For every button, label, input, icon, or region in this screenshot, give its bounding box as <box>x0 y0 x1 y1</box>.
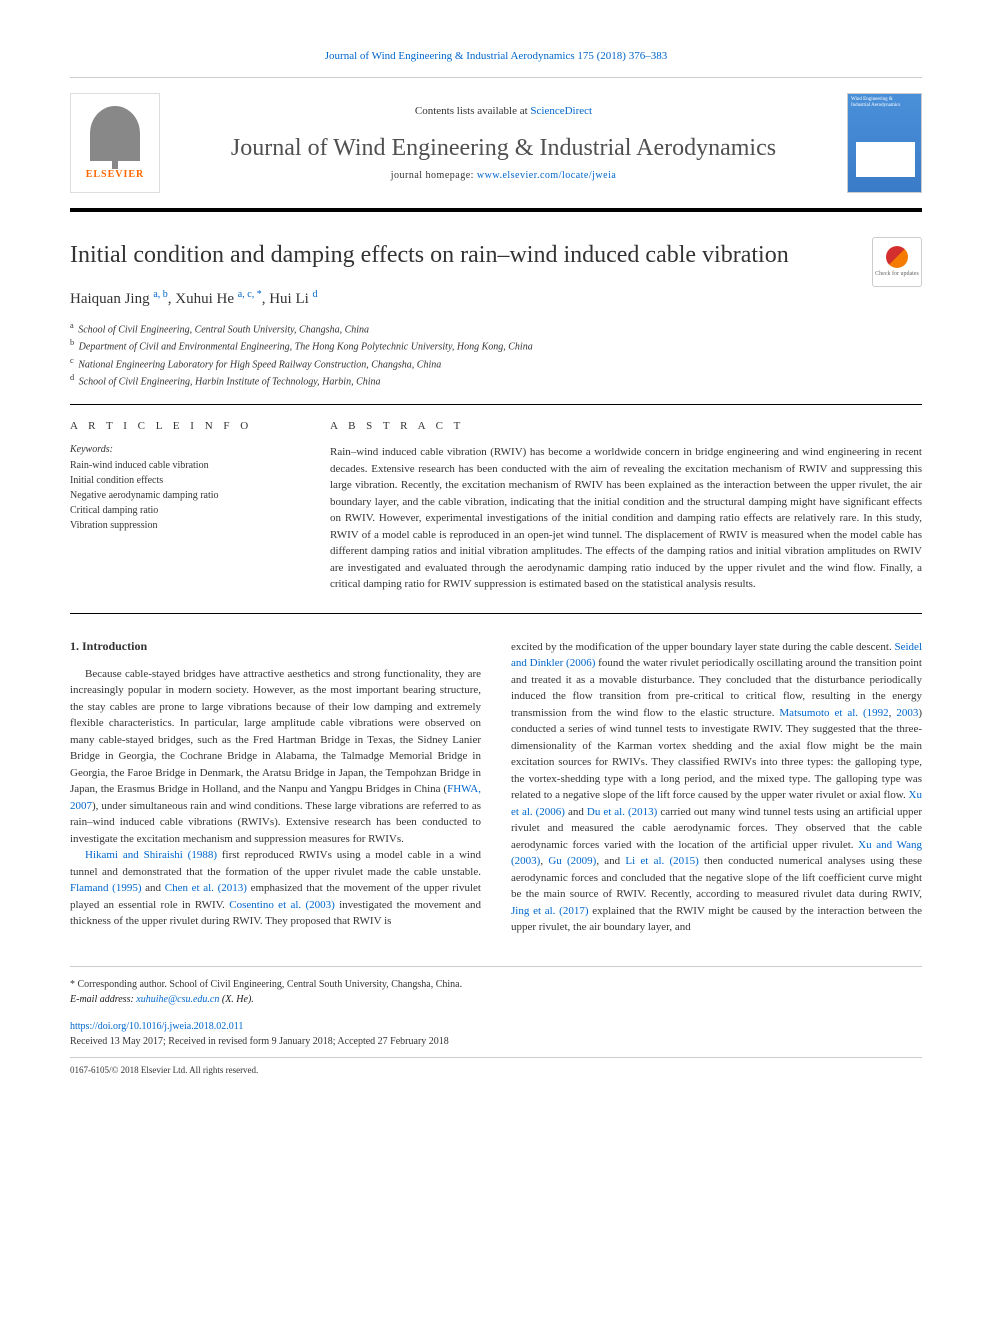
email-suffix: (X. He). <box>219 994 253 1005</box>
ref-cosentino[interactable]: Cosentino et al. (2003) <box>229 899 335 911</box>
cover-title-text: Wind Engineering &Industrial Aerodynamic… <box>848 94 921 111</box>
contents-line: Contents lists available at ScienceDirec… <box>180 105 827 117</box>
affiliation-a: a School of Civil Engineering, Central S… <box>70 320 922 337</box>
ref-matsumoto1[interactable]: Matsumoto et al. (1992 <box>779 707 888 719</box>
running-header: Journal of Wind Engineering & Industrial… <box>70 50 922 62</box>
sciencedirect-link[interactable]: ScienceDirect <box>530 105 592 117</box>
homepage-link[interactable]: www.elsevier.com/locate/jweia <box>477 170 616 181</box>
article-info-heading: A R T I C L E I N F O <box>70 420 300 432</box>
keywords-list: Rain-wind induced cable vibration Initia… <box>70 458 300 533</box>
article-info-column: A R T I C L E I N F O Keywords: Rain-win… <box>70 420 300 593</box>
ref-gu[interactable]: Gu (2009) <box>548 855 596 867</box>
body-column-right: excited by the modification of the upper… <box>511 639 922 936</box>
ref-flamand[interactable]: Flamand (1995) <box>70 882 142 894</box>
ref-jing[interactable]: Jing et al. (2017) <box>511 905 588 917</box>
homepage-line: journal homepage: www.elsevier.com/locat… <box>180 170 827 181</box>
email-line: E-mail address: xuhuihe@csu.edu.cn (X. H… <box>70 992 922 1007</box>
section-title: 1. Introduction <box>70 639 481 654</box>
keyword-4: Critical damping ratio <box>70 503 300 518</box>
cover-image-placeholder <box>856 142 915 177</box>
publisher-logo: ELSEVIER <box>70 93 160 193</box>
updates-label: Check for updates <box>875 271 919 278</box>
divider-2 <box>70 613 922 614</box>
keyword-2: Initial condition effects <box>70 473 300 488</box>
publisher-name: ELSEVIER <box>86 169 145 180</box>
ref-du[interactable]: Du et al. (2013) <box>587 806 657 818</box>
ref-matsumoto2[interactable]: 2003 <box>896 707 918 719</box>
aff-link-a[interactable]: a <box>153 289 157 300</box>
aff-link-b[interactable]: b <box>163 289 168 300</box>
corr-link[interactable]: * <box>257 289 262 300</box>
aff-link-a2[interactable]: a <box>238 289 242 300</box>
footer: * Corresponding author. School of Civil … <box>70 966 922 1078</box>
email-link[interactable]: xuhuihe@csu.edu.cn <box>136 994 219 1005</box>
abstract-heading: A B S T R A C T <box>330 420 922 432</box>
contents-prefix: Contents lists available at <box>415 105 530 117</box>
author-1: Haiquan Jing <box>70 291 150 307</box>
check-updates-badge[interactable]: Check for updates <box>872 237 922 287</box>
affiliations: a School of Civil Engineering, Central S… <box>70 320 922 389</box>
affiliation-d: d School of Civil Engineering, Harbin In… <box>70 372 922 389</box>
body-column-left: 1. Introduction Because cable-stayed bri… <box>70 639 481 936</box>
body-text-right: excited by the modification of the upper… <box>511 639 922 936</box>
aff-link-d[interactable]: d <box>313 289 318 300</box>
affiliation-b: b Department of Civil and Environmental … <box>70 337 922 354</box>
email-label: E-mail address: <box>70 994 136 1005</box>
journal-name: Journal of Wind Engineering & Industrial… <box>180 135 827 162</box>
author-3: Hui Li <box>269 291 309 307</box>
masthead: ELSEVIER Contents lists available at Sci… <box>70 77 922 212</box>
journal-cover-thumbnail: Wind Engineering &Industrial Aerodynamic… <box>847 93 922 193</box>
copyright: 0167-6105/© 2018 Elsevier Ltd. All right… <box>70 1057 922 1078</box>
keywords-label: Keywords: <box>70 444 300 455</box>
body-columns: 1. Introduction Because cable-stayed bri… <box>70 639 922 936</box>
article-title: Initial condition and damping effects on… <box>70 242 922 269</box>
body-text-left: Because cable-stayed bridges have attrac… <box>70 666 481 930</box>
doi-link[interactable]: https://doi.org/10.1016/j.jweia.2018.02.… <box>70 1019 922 1034</box>
corresponding-author: * Corresponding author. School of Civil … <box>70 977 922 992</box>
ref-hikami[interactable]: Hikami and Shiraishi (1988) <box>85 849 217 861</box>
keyword-5: Vibration suppression <box>70 518 300 533</box>
abstract-column: A B S T R A C T Rain–wind induced cable … <box>330 420 922 593</box>
keyword-1: Rain-wind induced cable vibration <box>70 458 300 473</box>
aff-link-c[interactable]: c <box>247 289 251 300</box>
affiliation-c: c National Engineering Laboratory for Hi… <box>70 355 922 372</box>
article-dates: Received 13 May 2017; Received in revise… <box>70 1034 922 1049</box>
keyword-3: Negative aerodynamic damping ratio <box>70 488 300 503</box>
homepage-prefix: journal homepage: <box>391 170 477 181</box>
ref-li[interactable]: Li et al. (2015) <box>625 855 698 867</box>
divider <box>70 404 922 405</box>
ref-chen[interactable]: Chen et al. (2013) <box>165 882 247 894</box>
authors: Haiquan Jing a, b, Xuhui He a, c, *, Hui… <box>70 289 922 308</box>
elsevier-tree-icon <box>90 106 140 161</box>
author-2: Xuhui He <box>175 291 234 307</box>
updates-icon <box>886 246 908 268</box>
abstract-text: Rain–wind induced cable vibration (RWIV)… <box>330 444 922 593</box>
